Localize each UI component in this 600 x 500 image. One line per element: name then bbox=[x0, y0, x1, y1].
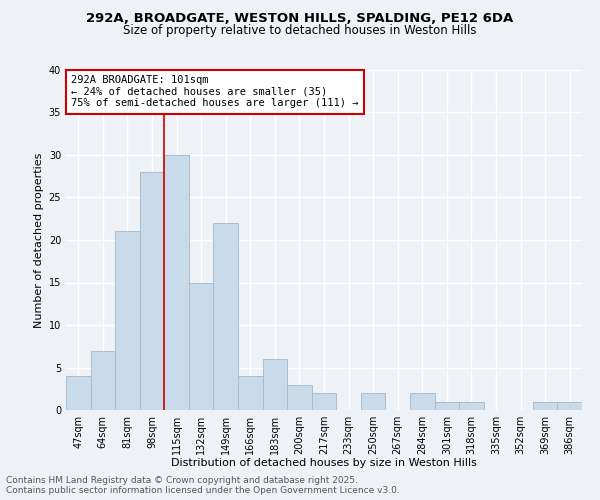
Text: Size of property relative to detached houses in Weston Hills: Size of property relative to detached ho… bbox=[123, 24, 477, 37]
Bar bbox=[263, 359, 287, 410]
Bar bbox=[214, 223, 238, 410]
Bar bbox=[557, 402, 582, 410]
Bar bbox=[238, 376, 263, 410]
Text: 292A BROADGATE: 101sqm
← 24% of detached houses are smaller (35)
75% of semi-det: 292A BROADGATE: 101sqm ← 24% of detached… bbox=[71, 75, 359, 108]
Text: 292A, BROADGATE, WESTON HILLS, SPALDING, PE12 6DA: 292A, BROADGATE, WESTON HILLS, SPALDING,… bbox=[86, 12, 514, 26]
Bar bbox=[533, 402, 557, 410]
Bar bbox=[459, 402, 484, 410]
Bar bbox=[91, 350, 115, 410]
Bar bbox=[66, 376, 91, 410]
Bar bbox=[115, 232, 140, 410]
Bar bbox=[189, 282, 214, 410]
Text: Contains HM Land Registry data © Crown copyright and database right 2025.: Contains HM Land Registry data © Crown c… bbox=[6, 476, 358, 485]
Bar bbox=[140, 172, 164, 410]
Y-axis label: Number of detached properties: Number of detached properties bbox=[34, 152, 44, 328]
Bar bbox=[312, 393, 336, 410]
Bar bbox=[434, 402, 459, 410]
Text: Contains public sector information licensed under the Open Government Licence v3: Contains public sector information licen… bbox=[6, 486, 400, 495]
X-axis label: Distribution of detached houses by size in Weston Hills: Distribution of detached houses by size … bbox=[171, 458, 477, 468]
Bar bbox=[361, 393, 385, 410]
Bar bbox=[287, 384, 312, 410]
Bar bbox=[164, 155, 189, 410]
Bar bbox=[410, 393, 434, 410]
